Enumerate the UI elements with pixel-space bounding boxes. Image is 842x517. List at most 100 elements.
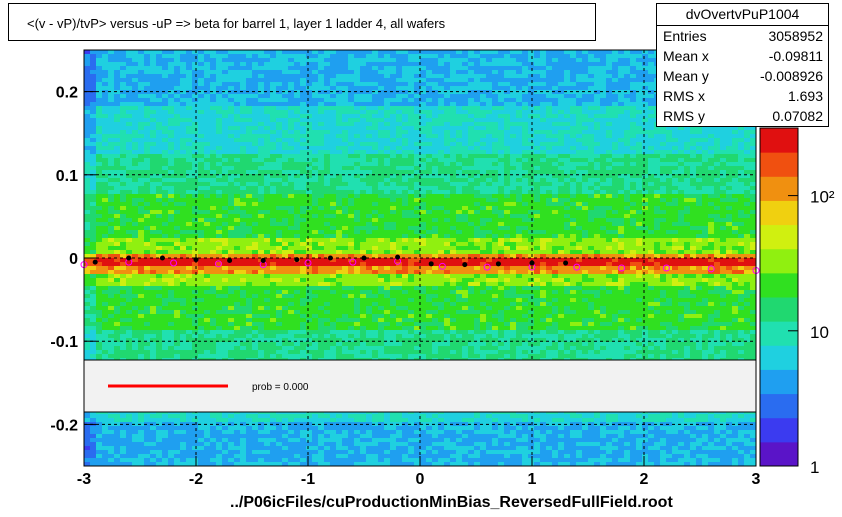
heatmap-cell	[714, 170, 720, 174]
heatmap-cell	[132, 102, 138, 106]
heatmap-cell	[156, 102, 162, 106]
heatmap-cell	[174, 54, 180, 58]
heatmap-cell	[348, 210, 354, 214]
heatmap-cell	[174, 110, 180, 114]
heatmap-cell	[684, 158, 690, 162]
heatmap-cell	[498, 214, 504, 218]
heatmap-cell	[408, 218, 414, 222]
heatmap-cell	[486, 66, 492, 70]
heatmap-cell	[156, 198, 162, 202]
heatmap-cell	[480, 66, 486, 70]
heatmap-cell	[90, 166, 96, 170]
heatmap-cell	[522, 190, 528, 194]
heatmap-cell	[192, 130, 198, 134]
heatmap-cell	[630, 150, 636, 154]
heatmap-cell	[444, 162, 450, 166]
heatmap-cell	[582, 190, 588, 194]
heatmap-cell	[516, 178, 522, 182]
heatmap-cell	[564, 142, 570, 146]
heatmap-cell	[672, 126, 678, 130]
heatmap-cell	[234, 142, 240, 146]
heatmap-cell	[426, 98, 432, 102]
heatmap-cell	[558, 74, 564, 78]
heatmap-cell	[210, 82, 216, 86]
heatmap-cell	[624, 98, 630, 102]
heatmap-cell	[234, 98, 240, 102]
heatmap-cell	[372, 86, 378, 90]
heatmap-cell	[546, 146, 552, 150]
heatmap-cell	[576, 94, 582, 98]
heatmap-cell	[210, 130, 216, 134]
heatmap-cell	[558, 110, 564, 114]
heatmap-cell	[618, 218, 624, 222]
heatmap-cell	[318, 114, 324, 118]
heatmap-cell	[504, 166, 510, 170]
heatmap-cell	[210, 118, 216, 122]
heatmap-cell	[630, 194, 636, 198]
heatmap-cell	[384, 98, 390, 102]
heatmap-cell	[564, 194, 570, 198]
heatmap-cell	[516, 154, 522, 158]
heatmap-cell	[714, 182, 720, 186]
heatmap-cell	[156, 138, 162, 142]
heatmap-cell	[438, 78, 444, 82]
heatmap-cell	[234, 182, 240, 186]
heatmap-cell	[648, 102, 654, 106]
heatmap-cell	[282, 138, 288, 142]
heatmap-cell	[132, 114, 138, 118]
heatmap-cell	[246, 74, 252, 78]
heatmap-cell	[462, 114, 468, 118]
heatmap-cell	[240, 222, 246, 226]
heatmap-cell	[552, 150, 558, 154]
heatmap-cell	[594, 126, 600, 130]
heatmap-cell	[114, 162, 120, 166]
heatmap-cell	[336, 138, 342, 142]
heatmap-cell	[522, 166, 528, 170]
heatmap-cell	[276, 206, 282, 210]
heatmap-cell	[360, 226, 366, 230]
heatmap-cell	[546, 106, 552, 110]
heatmap-cell	[402, 154, 408, 158]
heatmap-cell	[474, 142, 480, 146]
heatmap-cell	[372, 210, 378, 214]
heatmap-cell	[540, 202, 546, 206]
heatmap-cell	[564, 210, 570, 214]
heatmap-cell	[150, 146, 156, 150]
heatmap-cell	[564, 134, 570, 138]
heatmap-cell	[528, 78, 534, 82]
heatmap-cell	[510, 166, 516, 170]
heatmap-cell	[222, 78, 228, 82]
heatmap-cell	[264, 122, 270, 126]
heatmap-cell	[540, 74, 546, 78]
heatmap-cell	[564, 154, 570, 158]
heatmap-cell	[474, 138, 480, 142]
heatmap-cell	[126, 202, 132, 206]
heatmap-cell	[552, 50, 558, 54]
heatmap-cell	[324, 134, 330, 138]
heatmap-cell	[108, 54, 114, 58]
heatmap-cell	[336, 106, 342, 110]
heatmap-cell	[270, 50, 276, 54]
heatmap-cell	[192, 214, 198, 218]
heatmap-cell	[150, 134, 156, 138]
heatmap-cell	[288, 210, 294, 214]
heatmap-cell	[486, 142, 492, 146]
heatmap-cell	[558, 146, 564, 150]
heatmap-cell	[456, 198, 462, 202]
heatmap-cell	[126, 162, 132, 166]
heatmap-cell	[96, 58, 102, 62]
heatmap-cell	[252, 186, 258, 190]
heatmap-cell	[414, 226, 420, 230]
heatmap-cell	[138, 78, 144, 82]
heatmap-cell	[372, 154, 378, 158]
heatmap-cell	[426, 102, 432, 106]
heatmap-cell	[516, 70, 522, 74]
heatmap-cell	[606, 130, 612, 134]
heatmap-cell	[240, 218, 246, 222]
heatmap-cell	[258, 182, 264, 186]
heatmap-cell	[336, 118, 342, 122]
heatmap-cell	[342, 110, 348, 114]
heatmap-cell	[714, 162, 720, 166]
heatmap-cell	[156, 114, 162, 118]
heatmap-cell	[414, 66, 420, 70]
